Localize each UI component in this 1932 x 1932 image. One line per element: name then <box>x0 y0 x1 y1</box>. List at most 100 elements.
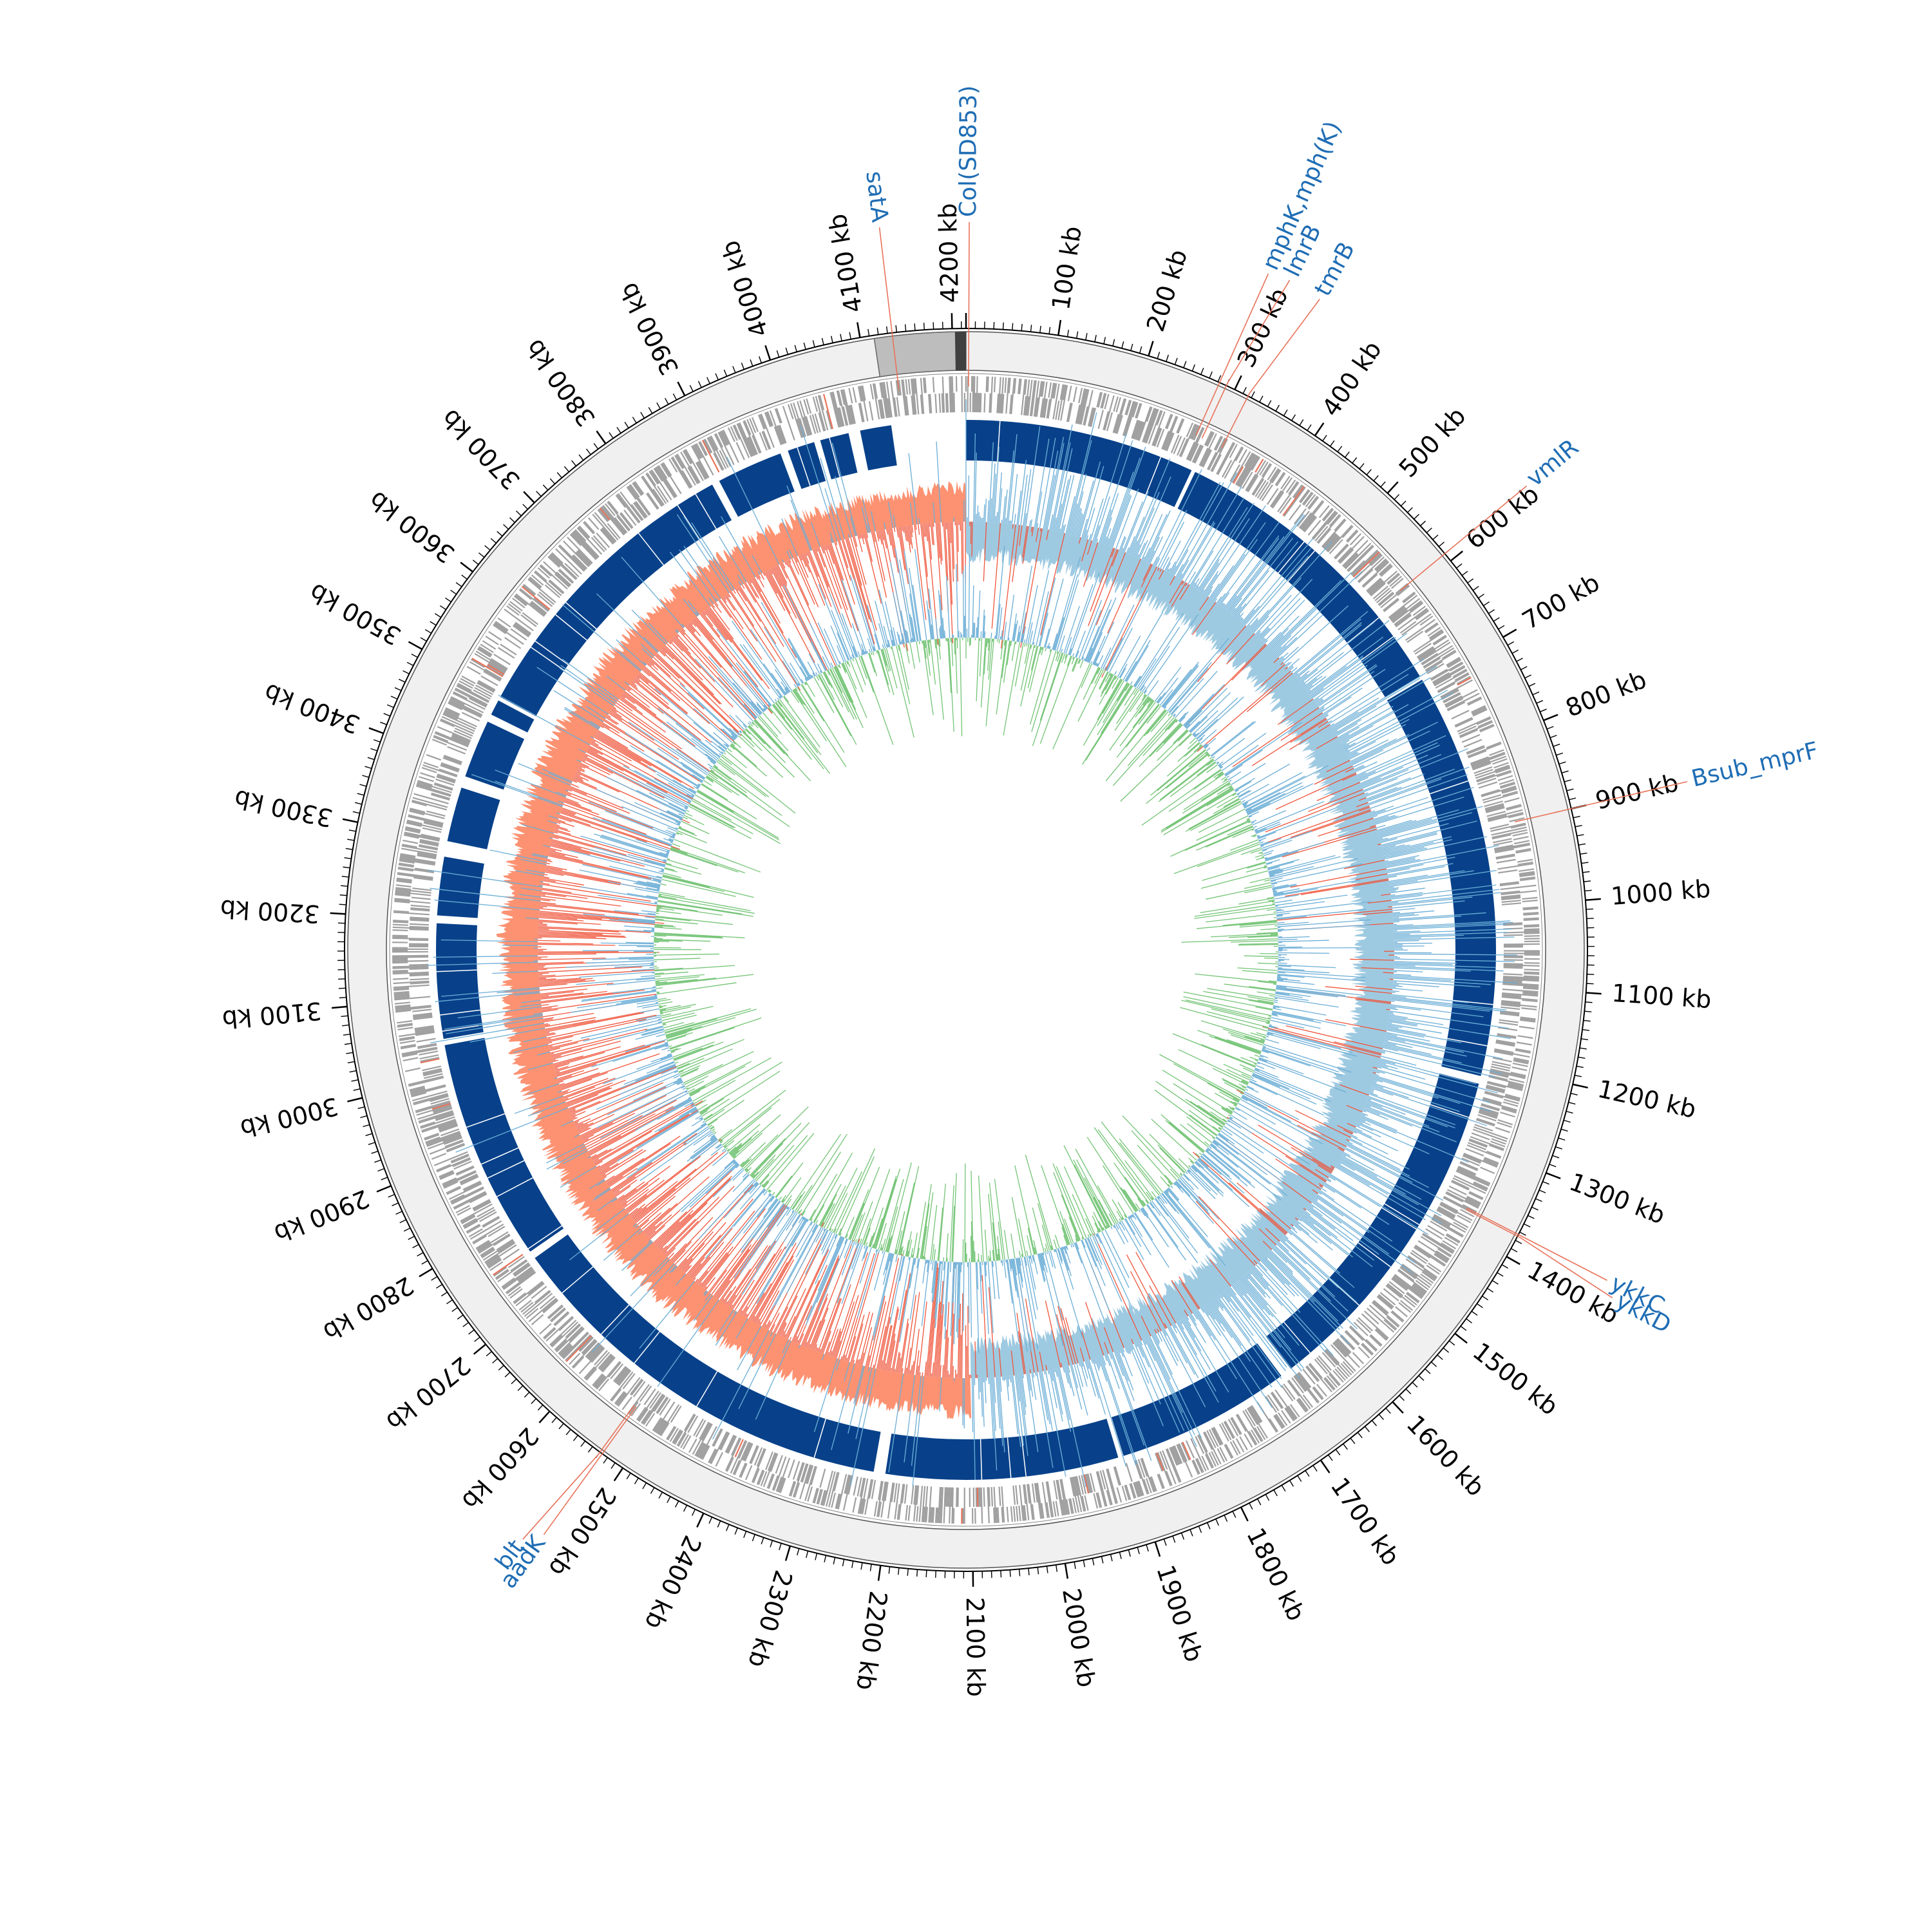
feature-tick <box>1046 1502 1050 1518</box>
minor-tick <box>587 1446 593 1453</box>
gc-skew-spike <box>880 1360 884 1370</box>
gc-skew-spike <box>589 745 630 768</box>
feature-tick <box>1405 1293 1419 1303</box>
feature-tick <box>1492 758 1508 765</box>
feature-tick <box>1053 383 1057 399</box>
feature-tick <box>1479 1108 1499 1115</box>
feature-tick <box>1486 807 1505 813</box>
gc-skew-spike <box>569 1108 576 1112</box>
feature-tick <box>1316 515 1341 544</box>
gc-skew-spike <box>1153 1334 1160 1345</box>
minor-tick <box>1535 1198 1542 1202</box>
blast-gap <box>555 614 587 641</box>
gc-skew-spike <box>1099 440 1133 544</box>
feature-tick <box>759 432 768 451</box>
feature-tick <box>1018 1505 1021 1522</box>
gc-content-spike <box>1246 818 1250 820</box>
gc-content-spike <box>1235 781 1252 792</box>
major-tick <box>596 430 607 444</box>
gc-skew-spike <box>636 676 640 679</box>
gc-skew-spike <box>1258 578 1313 638</box>
feature-tick <box>630 504 644 520</box>
gc-skew-spike <box>1363 748 1468 791</box>
gc-content-spike <box>1136 658 1157 689</box>
feature-tick <box>1488 815 1507 821</box>
gc-skew-spike <box>1157 1329 1160 1332</box>
feature-tick <box>1223 1421 1235 1439</box>
feature-tick <box>524 1293 553 1317</box>
gc-skew-spike <box>1240 618 1244 622</box>
gc-skew-spike <box>591 742 701 804</box>
feature-tick <box>882 1481 886 1501</box>
feature-tick <box>674 1430 684 1445</box>
gc-skew-spike <box>848 1336 857 1362</box>
minor-tick <box>380 721 387 725</box>
minor-tick <box>824 1555 827 1563</box>
minor-tick <box>1267 400 1272 407</box>
feature-tick <box>395 888 431 894</box>
feature-tick <box>1513 1058 1529 1063</box>
gc-skew-spike <box>1377 1069 1491 1103</box>
gc-skew-spike <box>1388 1019 1418 1025</box>
gc-content-spike <box>1010 641 1012 647</box>
feature-tick <box>1447 701 1466 712</box>
gc-skew-spike <box>1392 900 1465 909</box>
feature-tick <box>437 775 456 782</box>
blast-ring <box>436 420 1497 1480</box>
feature-tick <box>1034 397 1039 417</box>
gc-skew-spike <box>1318 817 1374 837</box>
gc-skew-spike <box>598 1109 699 1170</box>
gc-skew-spike <box>1228 1182 1287 1235</box>
feature-tick <box>468 1228 483 1238</box>
minor-tick <box>1121 341 1124 348</box>
gc-skew-spike <box>760 573 764 580</box>
feature-tick <box>907 1505 911 1521</box>
minor-tick <box>549 478 556 484</box>
feature-tick <box>444 754 462 763</box>
feature-tick <box>533 571 562 596</box>
feature-tick <box>1523 975 1540 978</box>
gc-skew-spike <box>748 1293 765 1320</box>
feature-tick <box>395 884 412 888</box>
gc-skew-spike <box>723 1290 732 1303</box>
feature-tick <box>401 1048 438 1056</box>
gc-skew-spike <box>1387 863 1454 876</box>
gc-skew-spike <box>1392 896 1473 906</box>
gc-skew-spike <box>1095 496 1110 542</box>
gc-skew-spike <box>736 587 739 591</box>
gc-content-spike <box>990 632 992 639</box>
feature-tick <box>1231 451 1251 484</box>
gc-skew-spike <box>1262 638 1266 642</box>
gc-skew-spike <box>786 560 838 672</box>
feature-tick <box>493 623 524 645</box>
minor-tick <box>1085 333 1088 341</box>
gc-skew-spike <box>555 1071 560 1074</box>
feature-tick <box>1340 1335 1354 1350</box>
gc-skew-spike <box>544 1017 596 1028</box>
feature-tick <box>1370 582 1386 597</box>
feature-tick <box>420 1057 440 1064</box>
gc-skew-spike <box>1010 1376 1012 1383</box>
gc-content-spike <box>1241 800 1245 803</box>
gc-skew-spike <box>855 1311 871 1364</box>
gc-skew-spike <box>637 1150 726 1226</box>
minor-tick <box>1217 375 1222 383</box>
feature-tick <box>1517 861 1533 866</box>
feature-tick <box>395 1009 412 1013</box>
gc-skew-spike <box>1301 681 1305 685</box>
feature-tick <box>453 730 472 739</box>
major-tick <box>1154 1541 1161 1557</box>
gc-skew-spike <box>1210 1301 1242 1347</box>
gc-skew-spike <box>1356 802 1368 808</box>
gc-skew-spike <box>1387 867 1410 873</box>
feature-tick <box>924 377 927 393</box>
gc-skew-spike <box>1312 636 1397 699</box>
major-tick <box>376 1185 392 1193</box>
feature-tick <box>581 1338 596 1354</box>
gc-skew-spike <box>1079 461 1101 537</box>
feature-tick <box>518 1300 532 1311</box>
feature-tick <box>560 1344 572 1357</box>
gc-content-spike <box>996 603 1001 639</box>
gc-skew-spike <box>492 971 538 974</box>
gc-content-spike <box>1047 642 1050 649</box>
